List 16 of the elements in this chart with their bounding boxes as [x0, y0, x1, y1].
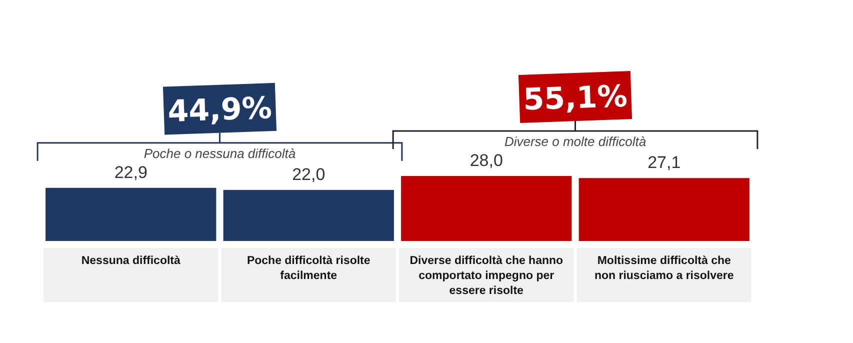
bar [578, 178, 750, 241]
text: 44,9% [167, 91, 272, 130]
bar [401, 176, 572, 241]
text: Poche o nessuna difficoltà [144, 146, 296, 161]
data-label: 27,1 [648, 153, 681, 172]
text: 55,1% [522, 79, 628, 118]
x-tick-label: Diverse difficoltà che hanno comportato impegno per essere risolte [410, 255, 564, 297]
data-label: 22,0 [292, 164, 326, 184]
x-tick-label: Poche difficoltà risolte facilmente [246, 255, 370, 282]
x-tick-label: Nessuna difficoltà [81, 255, 181, 267]
bar [46, 188, 216, 241]
text: Diverse o molte difficoltà [504, 134, 646, 149]
data-label: 22,9 [114, 162, 148, 182]
bar [223, 190, 394, 241]
x-tick-label: Moltissime difficoltà che non riusciamo a risolvere [594, 255, 734, 282]
data-label: 28,0 [470, 151, 503, 170]
